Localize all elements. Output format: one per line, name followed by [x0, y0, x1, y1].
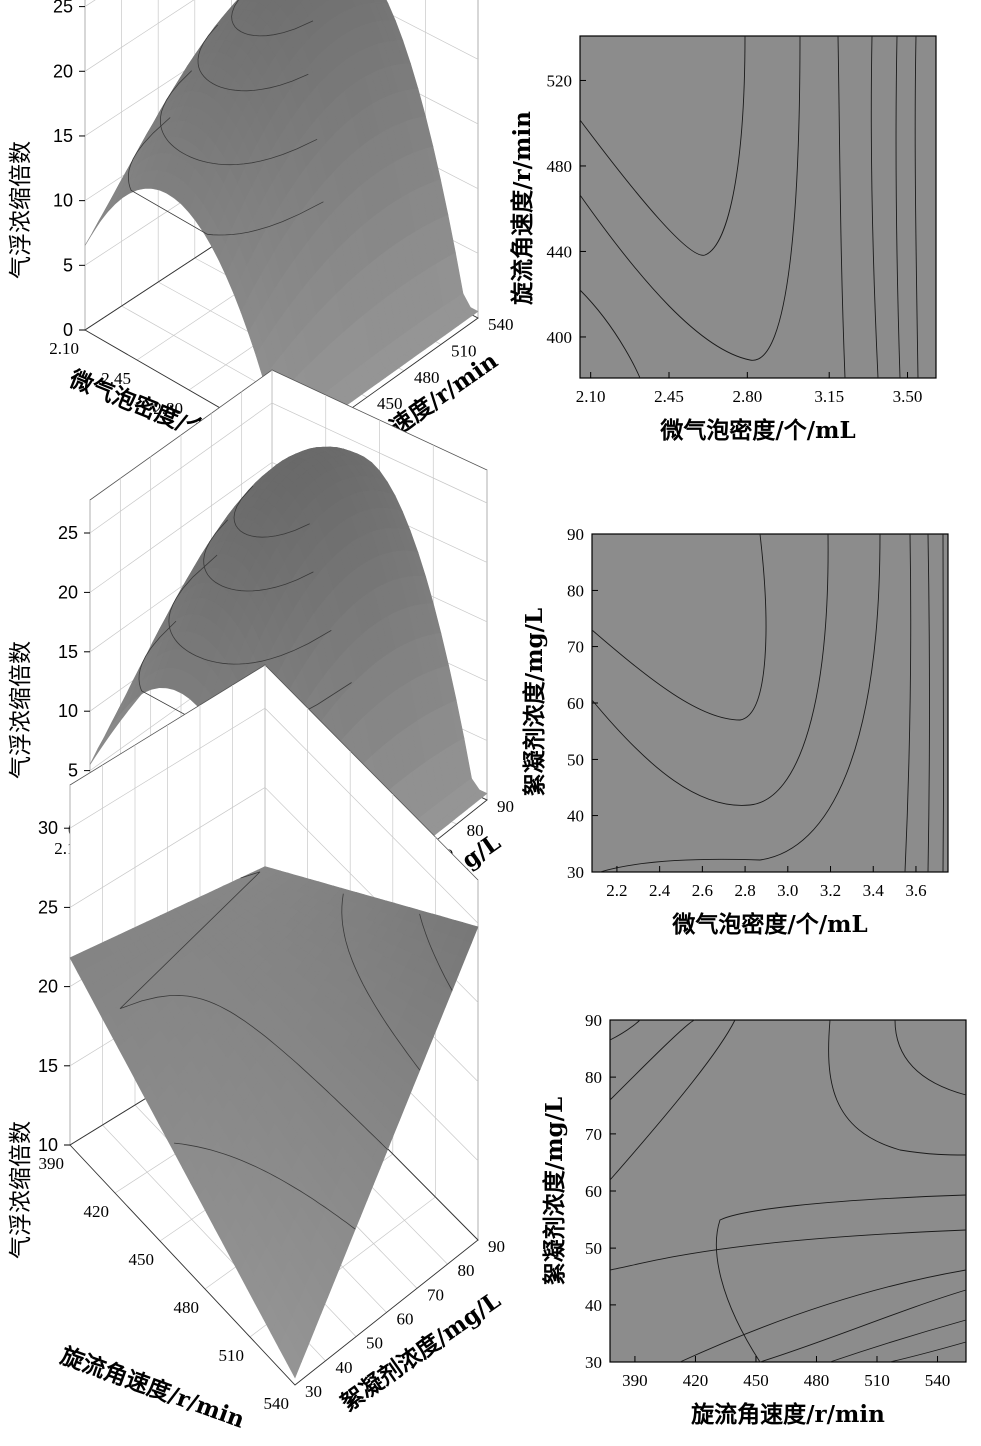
z-tick-label: 5 [63, 255, 73, 275]
z-tick-label: 20 [53, 61, 73, 81]
x-tick-label: 450 [129, 1250, 155, 1269]
y-tick-label: 80 [567, 581, 584, 600]
x-tick-label: 2.6 [692, 881, 713, 900]
y-tick-label: 440 [547, 242, 573, 261]
surface-mesh [69, 866, 479, 1379]
x-tick-label: 390 [39, 1154, 65, 1173]
z-tick-label: 15 [58, 642, 78, 662]
contour-chart-6: 390 420 450 480 510 540 30 40 50 60 70 80 90 旋流角速度/r/… [541, 1011, 967, 1428]
plot-area [609, 1019, 967, 1363]
x-tick-label: 3.4 [863, 881, 885, 900]
y-axis-label: 絮凝剂浓度/mg/L [541, 1097, 568, 1285]
y-tick-label: 450 [377, 394, 403, 413]
x-tick-label: 510 [219, 1346, 245, 1365]
y-tick-label: 60 [567, 694, 584, 713]
y-tick-label: 480 [414, 368, 440, 387]
plot-area [579, 35, 937, 379]
z-tick-label: 30 [38, 818, 58, 838]
x-tick-label: 2.10 [49, 339, 79, 358]
y-tick-label: 80 [467, 821, 484, 840]
y-tick-label: 30 [567, 863, 584, 882]
y-tick-label: 30 [585, 1353, 602, 1372]
z-tick-label: 0 [63, 320, 73, 340]
y-tick-label: 50 [585, 1239, 602, 1258]
x-axis-label: 微气泡密度/个/mL [671, 911, 867, 938]
x-tick-label: 540 [264, 1394, 290, 1413]
z-tick-label: 10 [38, 1135, 58, 1155]
x-tick-label: 2.45 [654, 387, 684, 406]
y-axis-label: 絮凝剂浓度/mg/L [521, 608, 548, 796]
y-axis-label: 絮凝剂浓度/mg/L [336, 1287, 506, 1417]
y-tick-label: 70 [427, 1285, 444, 1304]
contour-lines [591, 533, 945, 873]
z-axis-label: 气浮浓缩倍数 [8, 141, 34, 279]
y-tick-label: 50 [567, 750, 584, 769]
x-tick-label: 480 [804, 1371, 830, 1390]
z-axis-label: 气浮浓缩倍数 [8, 1121, 34, 1259]
z-tick-label: 25 [58, 523, 78, 543]
y-tick-label: 40 [336, 1358, 353, 1377]
x-tick-label: 420 [683, 1371, 709, 1390]
x-tick-label: 510 [864, 1371, 890, 1390]
y-tick-label: 480 [547, 157, 573, 176]
z-gridline [84, 0, 479, 72]
y-tick-label: 40 [567, 807, 584, 826]
y-tick-label: 90 [497, 797, 514, 816]
contour-chart-2: 2.10 2.45 2.80 3.15 3.50 400 440 480 520 微气泡密度/个/… [509, 35, 937, 444]
z-tick-label: 15 [38, 1056, 58, 1076]
y-tick-label: 540 [488, 315, 514, 334]
x-tick-label: 2.80 [732, 387, 762, 406]
x-tick-label: 480 [174, 1298, 200, 1317]
x-tick-label: 540 [925, 1371, 951, 1390]
z-tick-label: 20 [58, 582, 78, 602]
contour-chart-4: 2.2 2.4 2.6 2.8 3.0 3.2 3.4 3.6 30 40 50 60 70 80 90 微气… [521, 525, 949, 938]
x-tick-label: 3.0 [777, 881, 798, 900]
z-tick-label: 20 [38, 977, 58, 997]
x-axis-label: 旋流角速度/r/min [691, 1401, 885, 1428]
x-tick-label: 3.6 [905, 881, 926, 900]
y-tick-label: 60 [397, 1310, 414, 1329]
x-tick-label: 2.10 [576, 387, 606, 406]
x-tick-label: 420 [84, 1202, 110, 1221]
y-tick-label: 510 [451, 341, 477, 360]
y-tick-label: 70 [585, 1125, 602, 1144]
x-tick-label: 390 [622, 1371, 648, 1390]
plot-area [591, 533, 949, 873]
x-axis-label: 微气泡密度/个/mL [659, 417, 855, 444]
x-tick-label: 2.45 [101, 369, 131, 388]
surface-chart-5: 1015202530390420450480510540304050607080… [8, 664, 506, 1434]
x-tick-label: 2.80 [153, 399, 183, 418]
x-tick-label: 2.2 [606, 881, 627, 900]
x-tick-label: 2.4 [649, 881, 671, 900]
x-tick-label: 3.50 [893, 387, 923, 406]
z-tick-label: 25 [38, 897, 58, 917]
y-tick-label: 30 [305, 1382, 322, 1401]
y-tick-label: 60 [585, 1182, 602, 1201]
x-tick-label: 3.2 [820, 881, 841, 900]
contour-lines [609, 1019, 967, 1363]
y-tick-label: 80 [458, 1261, 475, 1280]
x-tick-label: 2.8 [734, 881, 755, 900]
z-tick-label: 10 [53, 191, 73, 211]
y-tick-label: 80 [585, 1068, 602, 1087]
y-tick-label: 90 [585, 1011, 602, 1030]
z-axis-label: 气浮浓缩倍数 [8, 641, 34, 779]
y-axis-label: 旋流角速度/r/min [509, 111, 536, 305]
x-tick-label: 450 [743, 1371, 769, 1390]
z-tick-label: 15 [53, 126, 73, 146]
y-tick-label: 400 [547, 328, 573, 347]
y-tick-label: 40 [585, 1296, 602, 1315]
contour-lines [579, 35, 919, 379]
y-tick-label: 70 [567, 638, 584, 657]
z-tick-label: 5 [68, 761, 78, 781]
y-tick-label: 90 [567, 525, 584, 544]
z-tick-label: 10 [58, 701, 78, 721]
y-tick-label: 520 [547, 71, 573, 90]
x-tick-label: 3.15 [814, 387, 844, 406]
y-tick-label: 50 [366, 1334, 383, 1353]
z-tick-label: 25 [53, 0, 73, 17]
y-tick-label: 90 [488, 1237, 505, 1256]
